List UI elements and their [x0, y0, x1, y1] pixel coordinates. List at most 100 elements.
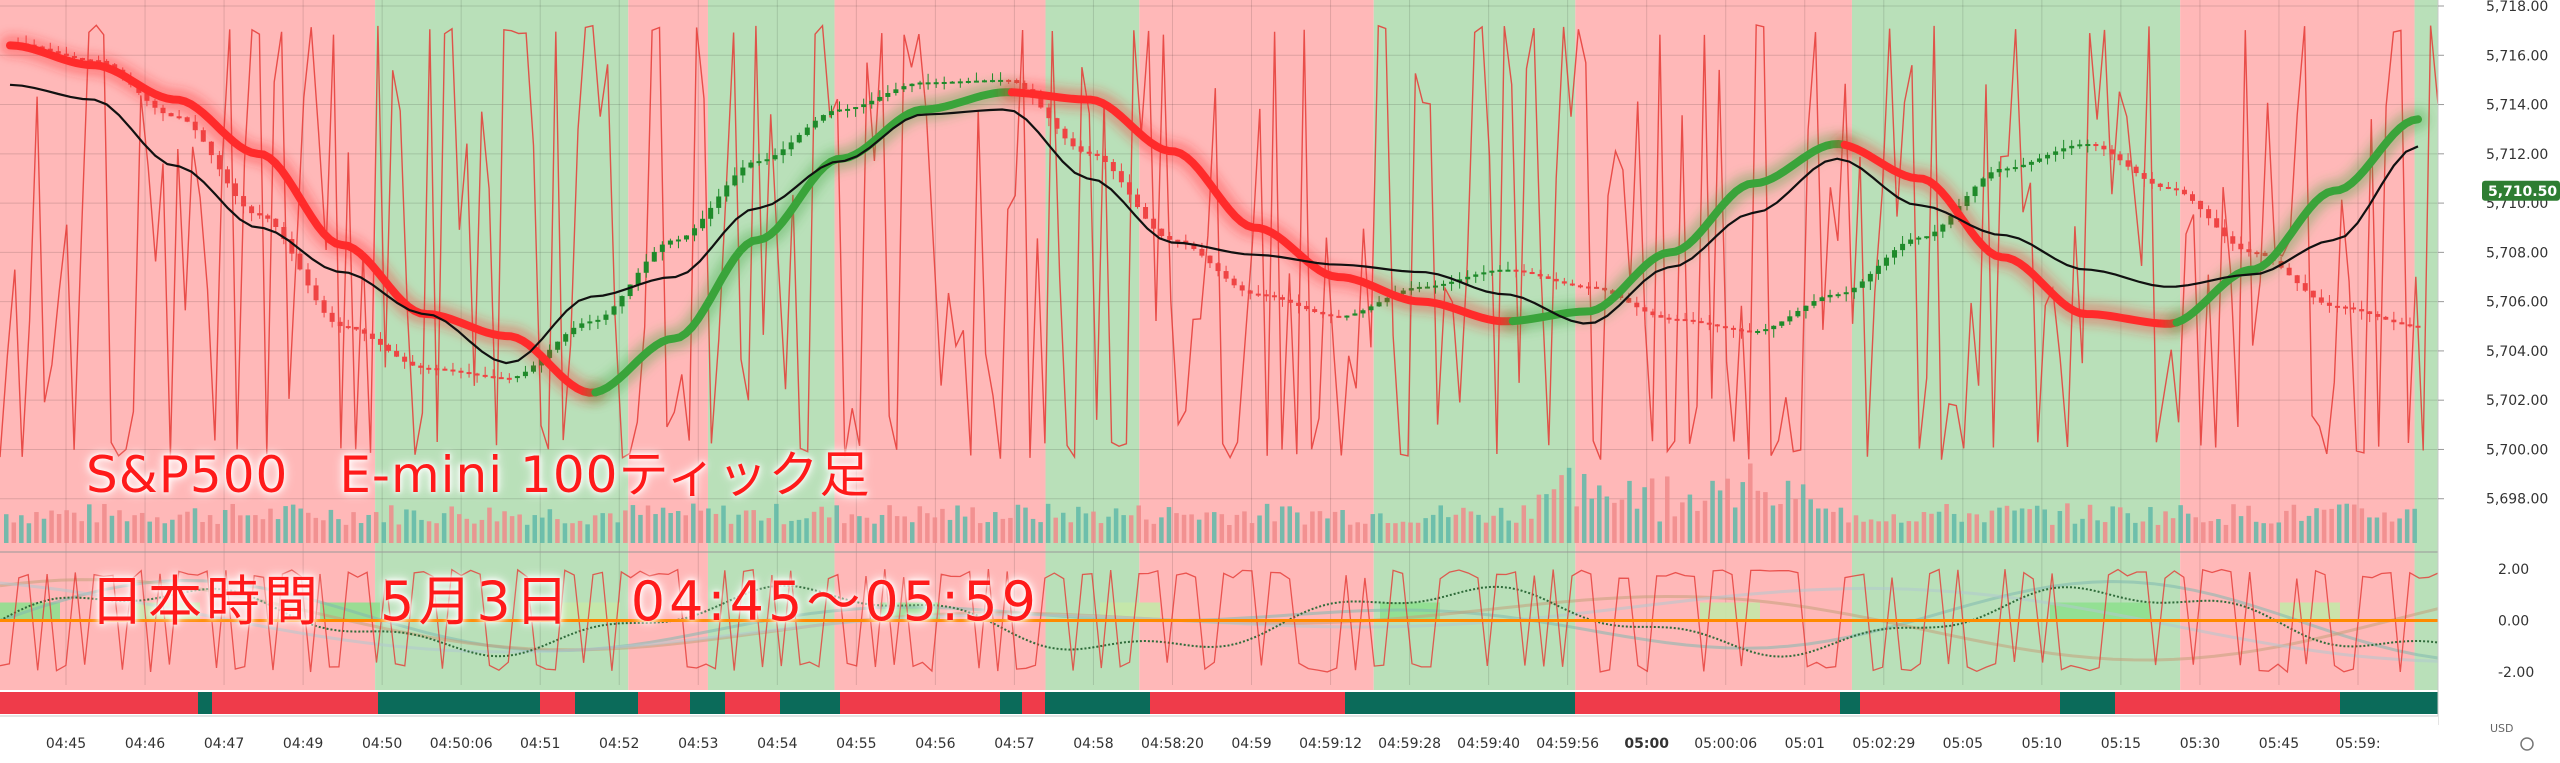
candle	[1167, 236, 1173, 240]
volume-bar	[2321, 509, 2327, 543]
volume-bar	[260, 519, 266, 543]
volume-bar	[1951, 513, 1957, 543]
candle	[2238, 243, 2244, 250]
volume-bar	[1151, 523, 1157, 543]
volume-bar	[1121, 515, 1126, 543]
candle	[2318, 297, 2324, 303]
volume-bar	[1823, 508, 1829, 543]
candle	[2399, 322, 2405, 325]
volume-bar	[1967, 513, 1972, 543]
volume-bar	[1378, 513, 1383, 543]
candle	[2334, 305, 2340, 308]
volume-bar	[1514, 522, 1519, 543]
volume-bar	[1982, 522, 1987, 543]
volume-bar	[472, 523, 477, 543]
volume-bar	[2299, 520, 2304, 543]
volume-bar	[1098, 523, 1104, 543]
volume-bar	[419, 519, 424, 543]
volume-bar	[170, 519, 175, 543]
candle	[1239, 285, 1245, 291]
candle	[2294, 275, 2300, 284]
volume-bar	[1446, 517, 1451, 543]
candle	[555, 341, 561, 350]
candle	[2326, 302, 2332, 306]
volume-bar	[1385, 523, 1391, 543]
volume-bar	[2306, 515, 2312, 543]
volume-bar	[1257, 515, 1262, 543]
volume-bar	[759, 520, 764, 543]
time-tick-label: 04:50	[362, 736, 402, 752]
volume-bar	[2004, 505, 2010, 543]
volume-bar	[1061, 512, 1066, 543]
time-axis: 04:45 04:46 04:47 04:49 04:50 04:50:06 04:51 04…	[0, 715, 2534, 759]
time-tick-label: 04:56	[915, 736, 955, 752]
candle	[1368, 306, 1374, 311]
candle	[925, 82, 931, 85]
time-tick-label: 04:59	[1231, 736, 1271, 752]
volume-bar	[1589, 498, 1594, 543]
volume-bar	[1717, 490, 1723, 543]
candle	[804, 127, 810, 135]
volume-bar	[2389, 521, 2395, 543]
candle	[2053, 151, 2059, 155]
candle	[2020, 164, 2026, 168]
volume-bar	[1785, 480, 1791, 543]
candle	[998, 79, 1004, 82]
trend-strip-segment	[540, 692, 575, 714]
volume-bar	[1430, 514, 1436, 543]
price-tick-label: 5,708.00	[2486, 245, 2548, 261]
time-tick-label: 05:30	[2180, 736, 2220, 752]
time-tick-label: 04:59:28	[1378, 736, 1441, 752]
moving-average	[9, 83, 2419, 365]
volume-bar	[411, 510, 417, 543]
volume-bar	[1793, 498, 1798, 543]
ribbon-segment	[1840, 140, 2181, 328]
candle	[901, 86, 907, 90]
volume-bar	[774, 503, 779, 543]
ribbon-segment	[2172, 115, 2422, 327]
candle	[1859, 281, 1865, 288]
volume-bar	[796, 519, 802, 543]
volume-bar	[638, 514, 643, 543]
candle	[1102, 155, 1108, 163]
moving-average-line	[9, 83, 2419, 365]
volume-bar	[766, 518, 772, 543]
volume-bar	[298, 508, 303, 543]
candle	[861, 104, 867, 108]
volume-bar	[1038, 522, 1043, 543]
candle	[893, 89, 899, 94]
candle	[2004, 168, 2010, 171]
volume-bar	[1627, 480, 1632, 543]
candle	[1650, 311, 1656, 316]
candle	[2181, 189, 2187, 195]
volume-bar	[381, 522, 386, 543]
volume-bar	[2163, 511, 2168, 543]
volume-bar	[2050, 524, 2055, 543]
volume-bar	[336, 519, 341, 543]
candle	[1529, 272, 1535, 275]
candle	[1126, 182, 1132, 195]
volume-bar	[109, 515, 115, 543]
volume-bar	[1868, 519, 1874, 543]
candle	[837, 109, 843, 112]
candle	[949, 81, 955, 84]
volume-bar	[358, 523, 364, 543]
candle	[796, 134, 802, 143]
volume-bar	[290, 504, 296, 543]
candle	[1271, 295, 1277, 298]
volume-bar	[1672, 516, 1678, 543]
candle	[1094, 153, 1100, 156]
volume-bar	[1695, 510, 1700, 543]
volume-bar	[1861, 521, 1866, 543]
volume-bar	[517, 514, 522, 543]
candle	[337, 321, 343, 327]
candle	[273, 218, 279, 228]
candle	[1996, 168, 2002, 173]
volume-bar	[147, 521, 152, 543]
volume-bar	[2065, 503, 2070, 543]
candle	[426, 367, 432, 370]
volume-bar	[1846, 522, 1851, 543]
volume-bar	[1755, 490, 1761, 543]
candle	[1134, 194, 1140, 208]
